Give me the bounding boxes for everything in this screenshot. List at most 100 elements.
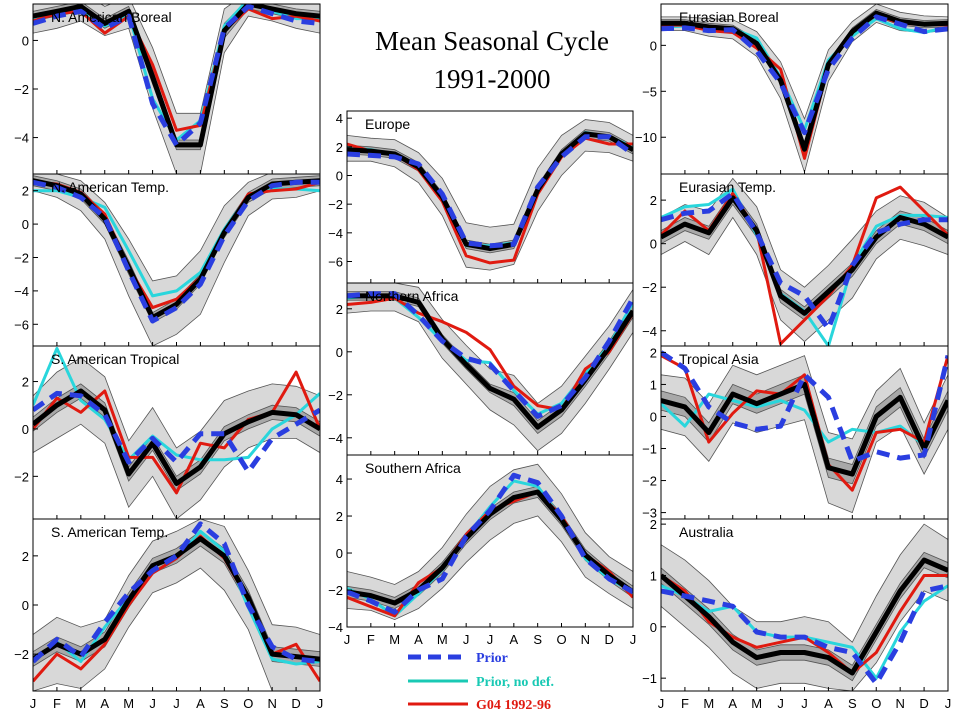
y-tick-label: −6 (14, 317, 29, 332)
series-prior (661, 350, 948, 464)
panel-title: Southern Africa (365, 460, 461, 476)
month-label: J (630, 632, 637, 647)
panel-s-american-tropical: 2 0 −2 S. American Tropical (14, 345, 321, 520)
month-label: N (581, 632, 590, 647)
month-label: J (658, 696, 665, 711)
series-prior (347, 134, 633, 249)
panel-s-american-temp: 2 0 −2 S. American Temp. (14, 518, 321, 692)
y-tick-label: 0 (650, 237, 657, 252)
month-label: O (243, 696, 253, 711)
y-tick-label: 2 (336, 509, 343, 524)
panel-europe: 4 2 0 −2 −4 −6 Europe (328, 110, 634, 284)
panel-n-american-temp: 2 0 −2 −4 −6 N. American Temp. (14, 173, 321, 347)
series-prior (661, 14, 948, 136)
legend-prior-label: Prior (476, 651, 508, 666)
y-tick-label: −3 (642, 506, 657, 521)
series-mean (33, 388, 320, 486)
y-tick-label: −4 (14, 131, 29, 146)
plot-area (347, 463, 633, 621)
month-label: F (367, 632, 375, 647)
y-tick-label: −4 (642, 324, 657, 339)
month-label: O (871, 696, 881, 711)
series-mean (661, 10, 948, 152)
panel-title: N. American Boreal (51, 9, 172, 25)
uncertainty-band-outer (347, 463, 633, 621)
month-label: A (414, 632, 423, 647)
y-tick-label: 0 (650, 620, 657, 635)
series-mean (661, 195, 948, 316)
y-tick-label: 0 (22, 33, 29, 48)
series-prior (33, 390, 320, 475)
y-tick-label: −2 (642, 280, 657, 295)
plot-area (661, 350, 948, 514)
panel-title: Tropical Asia (679, 351, 759, 367)
month-label: M (751, 696, 762, 711)
month-label: A (100, 696, 109, 711)
plot-area (347, 283, 633, 452)
month-label: F (53, 696, 61, 711)
panel-australia: 2 1 0 −1 Australia (642, 517, 949, 692)
plot-area (33, 4, 320, 174)
month-label: J (487, 632, 494, 647)
y-tick-label: 4 (336, 111, 343, 126)
month-label: J (317, 696, 324, 711)
uncertainty-band-outer (661, 177, 948, 343)
series-prior (661, 583, 948, 686)
panel-title: S. American Temp. (51, 524, 168, 540)
month-label: J (173, 696, 180, 711)
month-label: J (801, 696, 808, 711)
month-label: F (681, 696, 689, 711)
series-mean (33, 4, 320, 148)
plot-area (661, 4, 948, 174)
panel-title: Eurasian Temp. (679, 179, 776, 195)
panel-southern-africa: 4 2 0 −2 −4 Southern Africa (328, 454, 634, 635)
series-prior (347, 291, 633, 419)
y-tick-label: −5 (642, 84, 657, 99)
y-tick-label: −4 (328, 620, 343, 635)
series-prior (347, 472, 633, 615)
series-mean (347, 131, 633, 252)
series-mean (661, 557, 948, 676)
panel-title: S. American Tropical (51, 351, 179, 367)
month-label: S (533, 632, 542, 647)
legend-g04-label: G04 1992-96 (476, 698, 551, 713)
month-label: J (463, 632, 470, 647)
panel-n-american-boreal: 0 −2 −4 N. American Boreal (14, 3, 321, 175)
y-tick-label: 0 (22, 598, 29, 613)
series-prior (661, 191, 948, 332)
y-tick-label: −1 (642, 671, 657, 686)
y-tick-label: 0 (650, 38, 657, 53)
y-tick-label: 2 (650, 193, 657, 208)
month-label: J (777, 696, 784, 711)
panel-title: Eurasian Boreal (679, 9, 779, 25)
uncertainty-band-outer (33, 519, 320, 691)
month-label: O (556, 632, 566, 647)
y-tick-label: −2 (14, 469, 29, 484)
y-tick-label: 2 (650, 345, 657, 360)
month-label: J (945, 696, 952, 711)
y-tick-label: 2 (22, 184, 29, 199)
plot-area (33, 346, 320, 519)
series-g04 (33, 7, 320, 132)
month-label: J (344, 632, 351, 647)
month-label: N (895, 696, 904, 711)
month-label: A (728, 696, 737, 711)
panel-eurasian-temp: 2 0 −2 −4 Eurasian Temp. (642, 173, 949, 347)
y-tick-label: −2 (642, 474, 657, 489)
series-prior (33, 4, 320, 148)
panel-title: Australia (679, 524, 734, 540)
y-tick-label: −1 (642, 442, 657, 457)
y-tick-label: 0 (650, 409, 657, 424)
month-label: S (220, 696, 229, 711)
y-tick-label: 0 (22, 422, 29, 437)
panel-title: Europe (365, 116, 410, 132)
month-label: N (267, 696, 276, 711)
panel-title: Northern Africa (365, 288, 459, 304)
uncertainty-band-outer (33, 357, 320, 519)
plot-area (661, 523, 948, 691)
y-tick-label: −2 (328, 583, 343, 598)
y-tick-label: −2 (14, 647, 29, 662)
month-label: D (919, 696, 928, 711)
series-g04 (661, 354, 948, 492)
